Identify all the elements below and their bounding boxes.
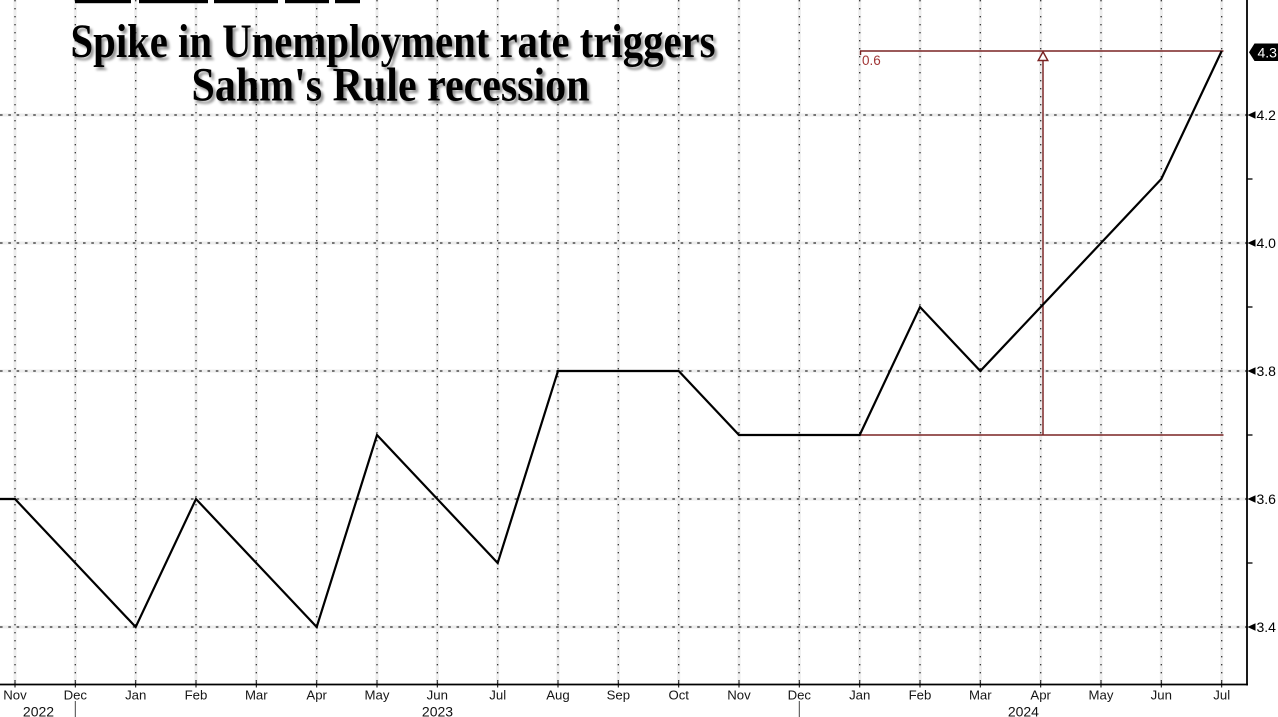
svg-text:Sep: Sep [607, 688, 630, 703]
svg-text:3.6: 3.6 [1257, 491, 1277, 507]
svg-text:2023: 2023 [422, 703, 453, 717]
svg-text:4.2: 4.2 [1257, 107, 1277, 123]
svg-text:Jul: Jul [1213, 688, 1230, 703]
svg-text:2024: 2024 [1008, 703, 1039, 717]
svg-text:Feb: Feb [909, 688, 932, 703]
svg-text:May: May [1089, 688, 1114, 703]
svg-text:Oct: Oct [668, 688, 689, 703]
svg-text:4.3: 4.3 [1258, 44, 1278, 60]
svg-text:Mar: Mar [969, 688, 992, 703]
svg-text:3.8: 3.8 [1257, 363, 1277, 379]
svg-text:Apr: Apr [306, 688, 327, 703]
svg-text:May: May [365, 688, 390, 703]
svg-text:Dec: Dec [788, 688, 812, 703]
svg-text:Jul: Jul [489, 688, 506, 703]
svg-text:Dec: Dec [64, 688, 88, 703]
svg-text:Sahm's Rule recession: Sahm's Rule recession [192, 59, 590, 112]
svg-text:0.6: 0.6 [862, 53, 881, 68]
svg-text:Jun: Jun [1151, 688, 1172, 703]
svg-text:Apr: Apr [1030, 688, 1051, 703]
svg-text:Jun: Jun [427, 688, 448, 703]
svg-text:Jan: Jan [125, 688, 146, 703]
svg-text:Nov: Nov [727, 688, 751, 703]
svg-text:4.0: 4.0 [1257, 235, 1277, 251]
svg-text:Aug: Aug [546, 688, 569, 703]
svg-text:Nov: Nov [3, 688, 27, 703]
svg-text:Mar: Mar [245, 688, 268, 703]
svg-text:3.4: 3.4 [1257, 619, 1277, 635]
svg-text:Jan: Jan [849, 688, 870, 703]
svg-text:Feb: Feb [185, 688, 208, 703]
svg-text:Spike in Unemployment rate tri: Spike in Unemployment rate triggers [71, 15, 716, 68]
svg-text:2022: 2022 [23, 703, 54, 717]
